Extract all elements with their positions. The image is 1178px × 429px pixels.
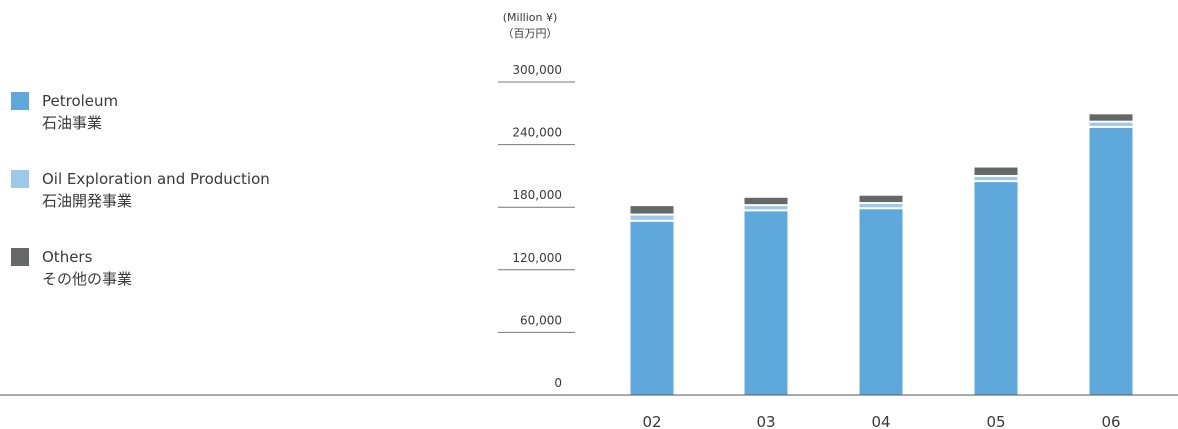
x-tick-label: 04 <box>871 413 890 429</box>
bar-segment-petroleum <box>974 182 1018 395</box>
chart-legend: Petroleum 石油事業 Oil Exploration and Produ… <box>11 90 371 324</box>
y-tick-label: 180,000 <box>512 188 562 202</box>
bar-group-02 <box>630 206 674 395</box>
legend-swatch-petroleum <box>11 92 29 110</box>
x-tick-label: 03 <box>756 413 775 429</box>
bar-segment-petroleum <box>630 221 674 395</box>
legend-swatch-others <box>11 248 29 266</box>
legend-label-ja: その他の事業 <box>42 270 133 288</box>
x-tick-label: 05 <box>986 413 1005 429</box>
unit-label-ja: （百万円） <box>502 27 558 40</box>
legend-item-others: Others その他の事業 <box>11 246 371 324</box>
y-axis-unit-label: (Million ¥) （百万円） <box>480 10 580 42</box>
legend-label-en: Others <box>42 248 93 266</box>
bar-segment-oil-exploration <box>1089 122 1133 126</box>
legend-label-en: Oil Exploration and Production <box>42 170 270 188</box>
bar-groups <box>630 114 1133 395</box>
bar-segment-others <box>974 167 1018 175</box>
x-tick-label: 06 <box>1101 413 1120 429</box>
bar-segment-others <box>630 206 674 214</box>
x-axis-ticks: 02 03 04 05 06 <box>642 413 1120 429</box>
legend-label-en: Petroleum <box>42 92 119 110</box>
bar-segment-oil-exploration <box>744 206 788 210</box>
bar-segment-others <box>744 197 788 205</box>
bar-segment-petroleum <box>744 211 788 395</box>
bar-segment-others <box>859 195 903 203</box>
y-tick-label: 120,000 <box>512 251 562 265</box>
bar-segment-oil-exploration <box>974 176 1018 181</box>
legend-item-oil-exploration: Oil Exploration and Production 石油開発事業 <box>11 168 371 246</box>
bar-group-03 <box>744 197 788 395</box>
bar-group-05 <box>974 167 1018 395</box>
unit-label-en: (Million ¥) <box>502 11 558 24</box>
bar-group-06 <box>1089 114 1133 395</box>
y-tick-label: 240,000 <box>512 126 562 140</box>
legend-label-ja: 石油開発事業 <box>42 192 133 210</box>
y-tick-label: 300,000 <box>512 63 562 77</box>
legend-item-petroleum: Petroleum 石油事業 <box>11 90 371 168</box>
bar-segment-others <box>1089 114 1133 121</box>
legend-swatch-oil-exploration <box>11 170 29 188</box>
x-tick-label: 02 <box>642 413 661 429</box>
bar-segment-oil-exploration <box>859 204 903 208</box>
bar-segment-petroleum <box>1089 127 1133 395</box>
y-tick-label: 0 <box>554 376 562 390</box>
y-tick-label: 60,000 <box>520 313 562 327</box>
legend-label-ja: 石油事業 <box>42 114 103 132</box>
y-axis-ticks: 0 60,000 120,000 180,000 240,000 300,000 <box>498 63 575 390</box>
bar-group-04 <box>859 195 903 395</box>
bar-segment-oil-exploration <box>630 215 674 220</box>
bar-segment-petroleum <box>859 209 903 395</box>
